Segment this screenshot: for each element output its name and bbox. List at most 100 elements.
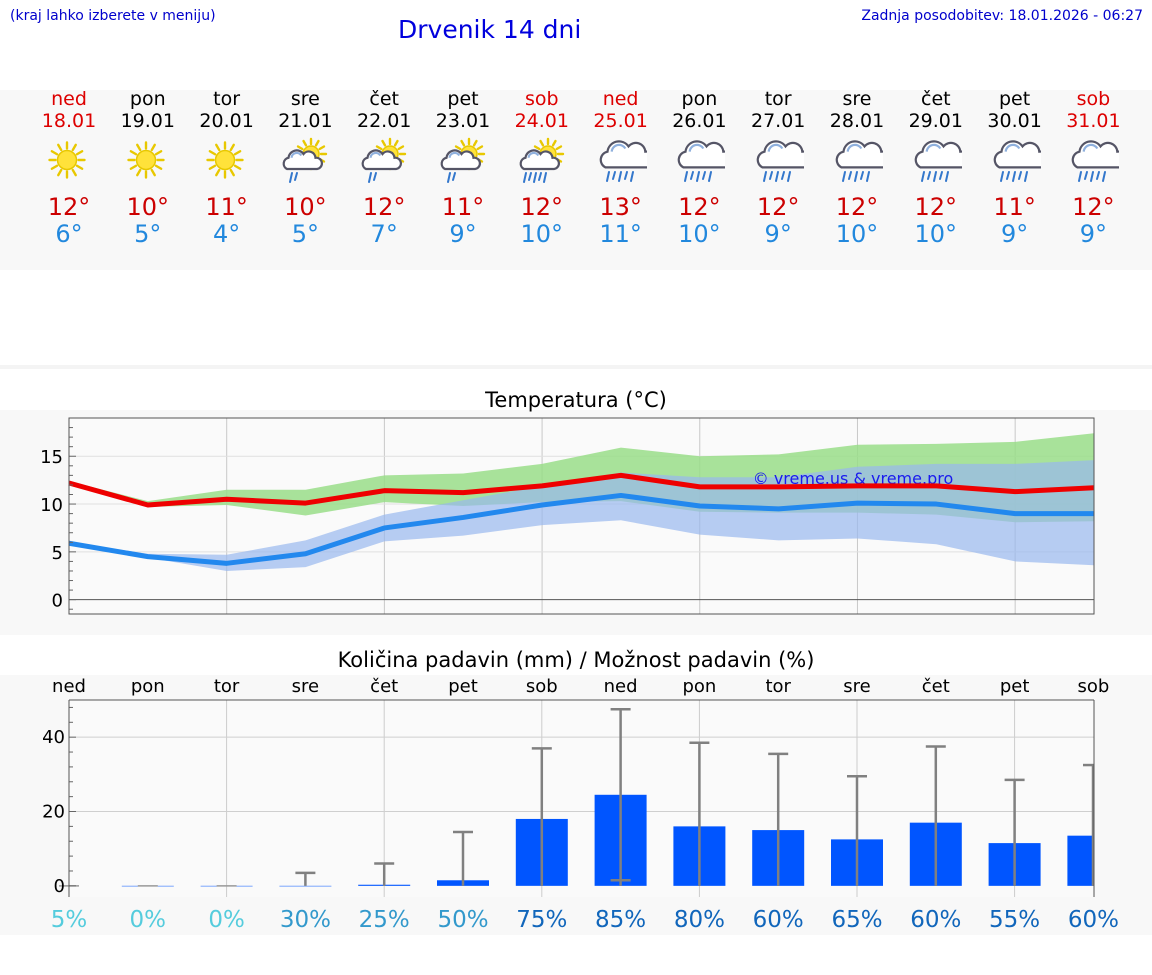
day-label: pet	[1000, 676, 1030, 697]
day-name: čet	[369, 88, 399, 110]
cloud-rain-icon	[835, 140, 883, 182]
min-temperature: 5°	[134, 220, 162, 248]
max-temperature-line	[68, 472, 1095, 508]
day-date: 26.01	[672, 110, 727, 132]
cloud-rain-icon	[993, 140, 1041, 182]
sun-icon	[48, 141, 86, 179]
precipitation-chart: ned pon tor sre čet pet sob ned pon tor sre čet pet s…	[42, 676, 1119, 933]
precipitation-probability: 25%	[359, 907, 410, 933]
forecast-day: sre 21.01 10° 5°	[265, 88, 345, 248]
max-temperature: 12°	[678, 193, 721, 221]
day-name: čet	[921, 88, 951, 110]
sun-cloud-rain-icon	[440, 137, 486, 183]
day-label: pon	[682, 676, 716, 697]
day-name: ned	[51, 88, 87, 110]
min-temperature: 6°	[55, 220, 83, 248]
min-temperature: 9°	[449, 220, 477, 248]
forecast-day: čet 22.01 12° 7°	[344, 88, 424, 248]
day-date: 30.01	[987, 110, 1042, 132]
y-tick-label: 0	[54, 876, 65, 897]
day-label: tor	[214, 676, 240, 697]
forecast-day: pet 23.01 11° 9°	[423, 88, 503, 248]
precipitation-probability: 0%	[208, 907, 245, 933]
day-date: 22.01	[356, 110, 412, 132]
max-temperature: 11°	[993, 193, 1036, 221]
precipitation-chart-title: Količina padavin (mm) / Možnost padavin …	[337, 648, 815, 672]
max-temperature: 12°	[1072, 193, 1115, 221]
precipitation-probability: 60%	[753, 907, 804, 933]
min-temperature: 4°	[212, 220, 241, 248]
day-name: sob	[1076, 88, 1111, 110]
day-date: 27.01	[750, 110, 806, 132]
daily-forecast: ned 18.01 12° 6° pon 19.01 10° 5° tor 20.01 11° 4° s…	[0, 88, 1152, 268]
min-temperature: 10°	[914, 220, 958, 248]
precipitation-probability: 60%	[910, 907, 961, 933]
day-name: pon	[129, 88, 166, 110]
precipitation-probability: 75%	[516, 907, 567, 933]
cloud-rain-icon	[914, 140, 962, 182]
y-tick-label: 10	[40, 495, 63, 516]
day-label: sob	[526, 676, 558, 697]
max-temperature: 12°	[520, 193, 564, 221]
day-name: pet	[998, 88, 1031, 110]
min-temperature: 9°	[1000, 220, 1029, 248]
last-updated: Zadnja posodobitev: 18.01.2026 - 06:27	[861, 8, 1143, 24]
precipitation-probability: 50%	[437, 907, 488, 933]
day-label: čet	[922, 676, 950, 697]
day-date: 18.01	[41, 110, 97, 132]
y-tick-label: 0	[52, 591, 63, 612]
cloud-rain-icon	[599, 140, 647, 182]
day-name: ned	[602, 88, 639, 110]
precipitation-probability: 55%	[989, 907, 1040, 933]
day-label: pon	[131, 676, 165, 697]
forecast-day: sre 28.01 12° 10°	[817, 88, 897, 248]
day-date: 21.01	[278, 110, 333, 132]
day-label: sre	[292, 676, 319, 697]
day-date: 31.01	[1066, 110, 1121, 132]
max-temperature: 10°	[126, 193, 170, 221]
day-date: 29.01	[908, 110, 963, 132]
precipitation-probability: 0%	[130, 907, 167, 933]
min-temperature-line	[68, 492, 1094, 566]
min-temperature: 9°	[1079, 220, 1108, 248]
temperature-chart-title: Temperatura (°C)	[485, 388, 667, 412]
day-date: 23.01	[435, 110, 491, 132]
day-name: tor	[213, 88, 241, 110]
min-temperature: 7°	[370, 220, 398, 248]
day-label: pet	[448, 676, 478, 697]
page-title: Drvenik 14 dni	[398, 15, 582, 44]
max-temperature: 13°	[599, 193, 642, 221]
temperature-chart: © vreme.us & vreme.pro 0 5 10 15	[40, 417, 1095, 615]
max-temperature: 12°	[756, 193, 800, 221]
precipitation-probability: 85%	[595, 907, 646, 933]
sun-cloud-heavy-rain-icon	[519, 137, 564, 183]
sun-icon	[127, 141, 165, 179]
day-name: sob	[525, 88, 559, 110]
day-label: sob	[1077, 676, 1109, 697]
day-date: 19.01	[120, 110, 175, 132]
sun-cloud-rain-icon	[361, 137, 407, 183]
day-date: 24.01	[514, 110, 569, 132]
min-temperature: 9°	[764, 220, 792, 248]
forecast-day: ned 25.01 13° 11°	[581, 88, 661, 248]
y-tick-label: 40	[42, 727, 65, 748]
divider	[0, 365, 1152, 369]
forecast-day: pon 19.01 10° 5°	[108, 88, 188, 248]
precipitation-probability: 60%	[1068, 907, 1119, 933]
max-temperature: 12°	[362, 193, 406, 221]
day-name: tor	[764, 88, 792, 110]
day-date: 20.01	[199, 110, 254, 132]
y-tick-label: 15	[40, 447, 63, 468]
y-tick-label: 5	[52, 543, 63, 564]
precipitation-bar	[1067, 835, 1094, 886]
day-name: sre	[842, 88, 872, 110]
day-label: sre	[843, 676, 870, 697]
max-temperature: 12°	[47, 193, 91, 221]
sun-icon	[205, 141, 244, 179]
plot-frame	[68, 417, 1095, 615]
day-date: 28.01	[829, 110, 885, 132]
forecast-day: sob 31.01 12° 9°	[1053, 88, 1133, 248]
day-name: pon	[681, 88, 718, 110]
daily-forecast-band	[0, 90, 1152, 270]
y-tick-label: 20	[42, 802, 65, 823]
